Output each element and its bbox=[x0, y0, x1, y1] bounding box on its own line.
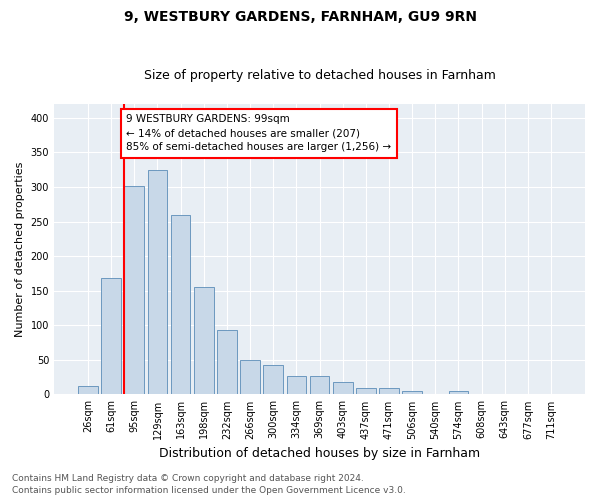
Bar bbox=[310, 376, 329, 394]
X-axis label: Distribution of detached houses by size in Farnham: Distribution of detached houses by size … bbox=[159, 447, 480, 460]
Bar bbox=[171, 214, 190, 394]
Bar bbox=[263, 366, 283, 394]
Bar bbox=[217, 330, 237, 394]
Bar bbox=[402, 391, 422, 394]
Bar bbox=[124, 186, 144, 394]
Title: Size of property relative to detached houses in Farnham: Size of property relative to detached ho… bbox=[143, 69, 496, 82]
Text: 9 WESTBURY GARDENS: 99sqm
← 14% of detached houses are smaller (207)
85% of semi: 9 WESTBURY GARDENS: 99sqm ← 14% of detac… bbox=[126, 114, 391, 152]
Text: Contains HM Land Registry data © Crown copyright and database right 2024.
Contai: Contains HM Land Registry data © Crown c… bbox=[12, 474, 406, 495]
Text: 9, WESTBURY GARDENS, FARNHAM, GU9 9RN: 9, WESTBURY GARDENS, FARNHAM, GU9 9RN bbox=[124, 10, 476, 24]
Bar bbox=[379, 388, 399, 394]
Bar bbox=[333, 382, 353, 394]
Bar bbox=[194, 287, 214, 395]
Bar bbox=[449, 391, 468, 394]
Y-axis label: Number of detached properties: Number of detached properties bbox=[15, 162, 25, 337]
Bar bbox=[287, 376, 306, 394]
Bar bbox=[240, 360, 260, 394]
Bar bbox=[356, 388, 376, 394]
Bar bbox=[78, 386, 98, 394]
Bar bbox=[101, 278, 121, 394]
Bar bbox=[148, 170, 167, 394]
